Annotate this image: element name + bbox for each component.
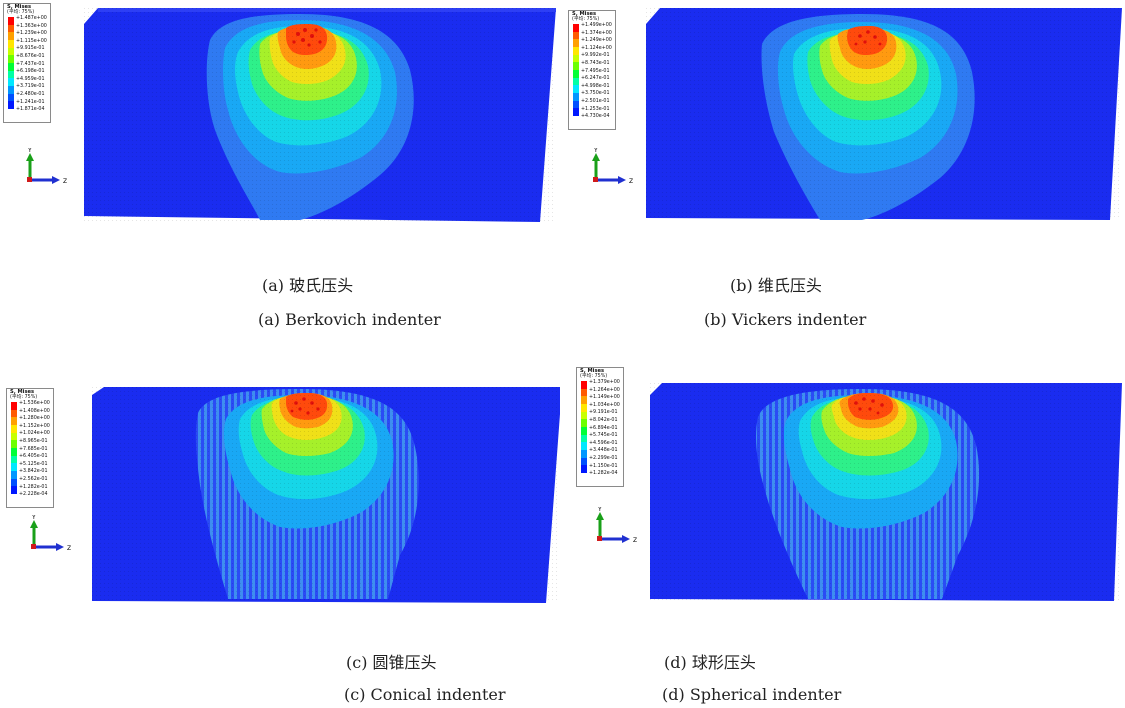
legend-swatch (573, 54, 579, 63)
legend-values: +1.487e+00 +1.363e+00 +1.239e+00 +1.115e+00… (16, 16, 47, 113)
legend-swatch (573, 62, 579, 70)
legend-swatch (8, 24, 14, 33)
caption-cn-c: (c) 圆锥压头 (346, 653, 437, 672)
caption-en-b: (b) Vickers indenter (704, 310, 867, 329)
legend-swatch (11, 402, 17, 410)
panel-b: S, Mises (平均: 75%) +1.499e+00 +1.374e+00 +… (562, 0, 1125, 340)
legend-swatch (11, 432, 17, 441)
legend-swatch (11, 447, 17, 456)
legend-color-bar (581, 381, 587, 473)
legend-swatch (8, 78, 14, 86)
axis-y-label: Y (593, 148, 598, 154)
legend-color-bar (8, 17, 14, 109)
legend-swatch (8, 47, 14, 56)
legend-swatch (581, 419, 587, 427)
axis-z-label: Z (63, 178, 67, 185)
axis-triad-b: Y Z (592, 148, 633, 185)
legend-swatch (11, 440, 17, 448)
legend-swatch (8, 101, 14, 109)
legend-swatch (573, 69, 579, 78)
stress-contour-plot-a (84, 8, 556, 222)
legend-swatch (573, 46, 579, 55)
legend-swatch (573, 108, 579, 116)
legend-title: S, Mises (572, 11, 597, 17)
color-legend-a: S, Mises (平均: 75%) +1.487e+00 +1.363e+00 +… (3, 3, 51, 123)
axis-y-label: Y (597, 507, 602, 513)
legend-swatch (581, 426, 587, 435)
axis-triad-d: Y Z (596, 507, 637, 544)
legend-swatch (11, 424, 17, 433)
legend-color-bar (573, 24, 579, 116)
legend-title: S, Mises (580, 368, 605, 374)
legend-swatch (581, 388, 587, 397)
stress-contour-plot-d (650, 383, 1122, 601)
legend-subtitle: (平均: 75%) (7, 10, 35, 15)
legend-swatch (581, 442, 587, 450)
legend-subtitle: (平均: 75%) (572, 17, 600, 22)
caption-en-c: (c) Conical indenter (344, 685, 506, 704)
legend-swatch (573, 85, 579, 93)
legend-swatch (8, 17, 14, 25)
legend-values: +1.536e+00 +1.408e+00 +1.280e+00 +1.152e+00… (19, 401, 50, 498)
legend-values: +1.499e+00 +1.374e+00 +1.249e+00 +1.124e+00… (581, 23, 612, 120)
legend-swatch (581, 465, 587, 473)
legend-swatch (573, 100, 579, 109)
legend-swatch (581, 403, 587, 412)
legend-swatch (581, 434, 587, 443)
caption-cn-a: (a) 玻氏压头 (262, 276, 354, 295)
caption-en-d: (d) Spherical indenter (662, 685, 842, 704)
axis-y-label: Y (27, 148, 32, 154)
legend-swatch (8, 39, 14, 48)
legend-swatch (581, 449, 587, 458)
caption-cn-b: (b) 维氏压头 (730, 276, 822, 295)
stress-contour-plot-c (92, 387, 560, 603)
legend-swatch (11, 470, 17, 479)
legend-swatch (8, 62, 14, 71)
caption-en-a: (a) Berkovich indenter (258, 310, 441, 329)
color-legend-d: S, Mises (平均: 75%) +1.379e+00 +1.264e+00 +… (576, 367, 624, 487)
color-legend-b: S, Mises (平均: 75%) +1.499e+00 +1.374e+00 +… (568, 10, 616, 130)
legend-subtitle: (平均: 75%) (10, 395, 38, 400)
panel-d: S, Mises (平均: 75%) +1.379e+00 +1.264e+00 +… (562, 355, 1125, 708)
panel-c: S, Mises (平均: 75%) +1.536e+00 +1.408e+00 +… (0, 355, 560, 708)
legend-swatch (573, 92, 579, 101)
panel-a: S, Mises (平均: 75%) +1.487e+00 +1.363e+00 +… (0, 0, 560, 340)
legend-swatch (581, 396, 587, 404)
legend-swatch (8, 85, 14, 94)
legend-title: S, Mises (7, 4, 32, 10)
axis-triad-c: Y Z (30, 515, 71, 552)
legend-swatch (11, 463, 17, 471)
legend-title: S, Mises (10, 389, 35, 395)
legend-swatch (581, 381, 587, 389)
legend-swatch (573, 31, 579, 40)
legend-swatch (8, 32, 14, 40)
legend-swatch (11, 417, 17, 425)
legend-swatch (11, 409, 17, 418)
legend-swatch (581, 411, 587, 420)
axis-triad-a: Y Z (26, 148, 67, 185)
legend-swatch (11, 478, 17, 487)
legend-swatch (11, 486, 17, 494)
legend-color-bar (11, 402, 17, 494)
legend-swatch (581, 457, 587, 466)
axis-y-label: Y (31, 515, 36, 521)
legend-swatch (573, 24, 579, 32)
legend-swatch (8, 93, 14, 102)
legend-swatch (8, 55, 14, 63)
legend-swatch (573, 39, 579, 47)
caption-cn-d: (d) 球形压头 (664, 653, 756, 672)
legend-swatch (573, 77, 579, 86)
color-legend-c: S, Mises (平均: 75%) +1.536e+00 +1.408e+00 +… (6, 388, 54, 508)
axis-z-label: Z (629, 178, 633, 185)
stress-contour-plot-b (646, 8, 1122, 220)
legend-swatch (11, 455, 17, 464)
legend-subtitle: (平均: 75%) (580, 374, 608, 379)
axis-z-label: Z (67, 545, 71, 552)
legend-swatch (8, 70, 14, 79)
axis-z-label: Z (633, 537, 637, 544)
legend-values: +1.379e+00 +1.264e+00 +1.149e+00 +1.034e+00… (589, 380, 620, 477)
